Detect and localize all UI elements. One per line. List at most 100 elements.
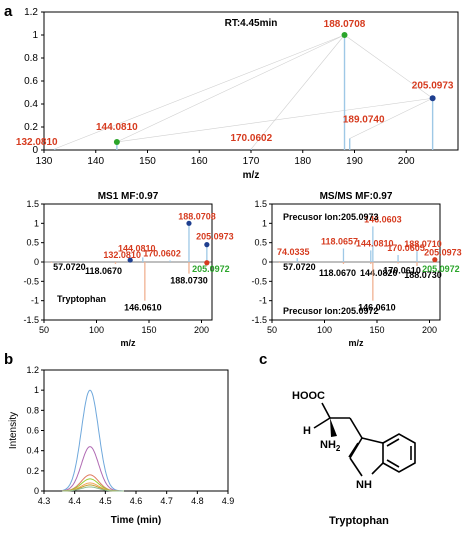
msms-precursor-top: Precusor Ion:205.0973 (283, 212, 379, 222)
pyrrole-double-bond (348, 442, 359, 458)
top-y-tick-label: 0 (32, 145, 38, 156)
msms-x-axis-label: m/z (348, 338, 364, 348)
ms1-y-tick-label: 1 (34, 218, 39, 228)
chart-top-spectrum: RT:4.45min 130 140 150 160 170 180 190 200 0 0.2 0.… (16, 7, 459, 181)
bond-to-cooh (321, 402, 331, 419)
chrom-y-tick-label: 0.8 (26, 405, 39, 415)
msms-upper-label: 74.0335 (277, 247, 310, 257)
chrom-x-tick-label: 4.8 (191, 496, 204, 506)
ms1-upper-label: 144.0810 (118, 243, 156, 253)
chrom-y-tick-label: 0 (34, 486, 39, 496)
msms-lower-label: 205.0972 (422, 264, 460, 274)
msms-upper-label: 170.0605 (387, 243, 425, 253)
msms-lower-label: 57.0720 (283, 262, 316, 272)
top-y-tick-label: 1 (32, 30, 38, 41)
top-peak-marker (341, 32, 348, 38)
top-x-tick-label: 200 (398, 156, 415, 167)
top-connector-line (344, 34, 433, 99)
structure-bonds (313, 402, 416, 477)
chrom-plot-frame (43, 369, 229, 492)
benzene-double-bond-1 (386, 438, 400, 447)
ms1-y-tick-label: 1.5 (26, 199, 39, 209)
tryptophan-structure: HOOC H NH2 NH Tryptophan (292, 390, 416, 527)
panel-letter-b: b (4, 351, 13, 368)
ms1-upper-label: 188.0708 (178, 211, 216, 221)
top-connector-line (116, 97, 433, 143)
msms-upper-label: 188.0710 (404, 239, 442, 249)
chrom-y-tick-label: 0.6 (26, 426, 39, 436)
msms-lower-label: 188.0730 (404, 270, 442, 280)
panel-letter-a: a (4, 3, 13, 20)
top-x-tick-label: 150 (139, 156, 156, 167)
chrom-y-tick-label: 1 (34, 385, 39, 395)
bond-to-h (313, 417, 331, 429)
top-y-tick-label: 0.8 (24, 53, 38, 64)
chrom-x-tick-label: 4.7 (160, 496, 173, 506)
label-h: H (303, 425, 311, 437)
chrom-series-line (62, 446, 124, 492)
top-x-tick-label: 140 (87, 156, 104, 167)
top-x-tick-label: 130 (36, 156, 53, 167)
ms1-x-tick-label: 100 (89, 325, 104, 335)
ms1-title: MS1 MF:0.97 (98, 191, 159, 202)
chrom-y-tick-label: 0.2 (26, 466, 39, 476)
top-x-tick-label: 180 (294, 156, 311, 167)
msms-y-tick-label: 0.5 (254, 238, 267, 248)
pyrrole-bond-3 (349, 457, 363, 477)
ms1-upper-label: 132.0810 (103, 250, 141, 260)
panel-letter-c: c (259, 351, 267, 368)
ms1-x-tick-label: 200 (194, 325, 209, 335)
msms-upper-label: 205.0973 (424, 248, 462, 258)
msms-x-tick-label: 100 (317, 325, 332, 335)
msms-y-tick-label: 0 (262, 257, 267, 267)
ms1-peak-marker (204, 242, 210, 248)
ms1-lower-label: 188.0730 (170, 276, 208, 286)
ms1-peak-marker (127, 257, 133, 263)
top-connector-line (116, 34, 345, 143)
msms-x-tick-label: 50 (267, 325, 277, 335)
top-peak-marker (113, 138, 120, 145)
ms1-x-axis-label: m/z (120, 338, 136, 348)
ms1-upper-label: 170.0602 (143, 248, 181, 258)
top-peak-label: 144.0810 (96, 122, 138, 133)
top-x-tick-label: 160 (191, 156, 208, 167)
ms1-y-tick-label: -1.5 (23, 315, 39, 325)
msms-y-tick-label: -1.5 (251, 315, 267, 325)
benzene-double-bond-3 (386, 459, 400, 468)
ms1-lower-label: 146.0610 (124, 303, 162, 313)
ms1-peak-marker (186, 220, 192, 226)
ms1-y-tick-label: -0.5 (23, 276, 39, 286)
top-connector-line (54, 34, 345, 150)
top-x-axis-label: m/z (243, 170, 260, 181)
top-x-tick-label: 170 (243, 156, 260, 167)
chart-ms1-mirror: MS1 MF:0.97 50 100 150 200 1.5 1 0.5 0 -0.5 -1 -1.5… (23, 191, 233, 348)
chrom-series-line (62, 486, 124, 492)
top-y-tick-label: 1.2 (24, 7, 38, 18)
ms1-x-tick-label: 150 (141, 325, 156, 335)
top-x-tick-label: 190 (346, 156, 363, 167)
ms1-peak-marker (204, 260, 210, 266)
chrom-y-axis-label: Intensity (8, 412, 19, 449)
pyrrole-bond-1 (361, 437, 384, 444)
ms1-upper-label: 205.0973 (196, 232, 234, 242)
chrom-y-tick-label: 1.2 (26, 365, 39, 375)
msms-y-tick-label: 1 (262, 218, 267, 228)
ms1-x-tick-label: 50 (39, 325, 49, 335)
top-peak-label: 189.0740 (343, 115, 385, 126)
chart-chromatogram: 4.3 4.4 4.5 4.6 4.7 4.8 4.9 0 0.2 0.4 0.6 0.8 1 1.2 Ti… (8, 365, 234, 526)
msms-y-tick-label: -1 (259, 296, 267, 306)
top-peak-label: 170.0602 (230, 133, 272, 144)
top-peak-label: 132.0810 (16, 137, 58, 148)
chrom-x-tick-label: 4.4 (68, 496, 81, 506)
top-peak-label: 205.0973 (412, 80, 454, 91)
ms1-y-tick-label: 0.5 (26, 238, 39, 248)
top-title: RT:4.45min (225, 18, 278, 29)
top-peak-label: 188.0708 (324, 19, 366, 30)
msms-peak-marker (432, 257, 438, 263)
top-peak-marker (429, 95, 436, 102)
msms-upper-label: 118.0657 (321, 236, 358, 246)
chrom-x-tick-label: 4.9 (222, 496, 235, 506)
msms-upper-label: 146.0603 (364, 214, 402, 224)
ms1-lower-label: 205.0972 (192, 264, 230, 274)
